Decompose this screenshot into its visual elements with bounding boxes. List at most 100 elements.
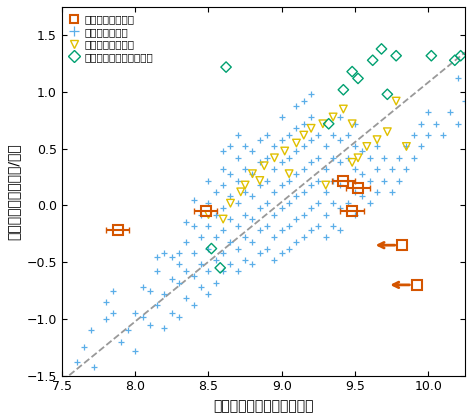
Point [241,257,249,263]
Point [384,129,391,135]
Point [249,148,256,155]
Point [337,114,344,121]
Point [337,159,344,166]
Point [217,265,224,271]
Point [219,205,227,211]
Point [212,211,219,218]
Point [351,166,359,173]
Point [205,245,212,252]
Point [219,250,227,257]
Legend: 高速電波バースト, 近傍星形成銀河, 重力崩壊型超新星, ロングガンマ線バースト: 高速電波バースト, 近傍星形成銀河, 重力崩壊型超新星, ロングガンマ線バースト [67,12,156,64]
Point [410,155,418,161]
Point [307,182,315,189]
Point [190,302,198,309]
Point [322,166,329,173]
Point [344,200,352,207]
Point [146,321,153,328]
Point [249,171,256,177]
Point [219,216,227,223]
Point [197,211,205,218]
Point [325,121,332,127]
Point [322,211,329,218]
Point [307,205,315,211]
Point [241,166,249,173]
Point [307,91,315,98]
Point [315,155,322,161]
Point [339,87,347,93]
Point [396,155,403,161]
Point [168,310,176,317]
Point [249,261,256,268]
Point [278,136,286,143]
Y-axis label: 星形成率（太陽質量/年）: 星形成率（太陽質量/年） [7,143,21,240]
Point [73,359,80,365]
X-axis label: 分子ガス質量（太陽質量）: 分子ガス質量（太陽質量） [213,399,314,413]
Point [392,98,400,105]
Point [219,166,227,173]
Point [212,257,219,263]
Point [337,182,344,189]
Point [366,177,373,184]
Point [110,287,117,294]
Point [319,121,327,127]
Point [168,253,176,260]
Point [286,155,293,161]
Point [447,109,454,116]
Point [378,45,385,52]
Point [351,143,359,150]
Point [344,177,352,184]
Point [205,291,212,297]
Point [234,132,242,139]
Point [131,347,139,354]
Point [278,114,286,121]
Point [234,268,242,275]
Point [270,189,278,195]
Point [227,193,234,200]
Point [366,155,373,161]
Point [241,189,249,195]
Point [197,234,205,241]
Point [359,148,366,155]
Point [339,106,347,113]
Point [384,91,391,98]
Point [286,223,293,229]
Point [461,98,469,105]
Point [300,189,308,195]
Point [329,114,337,121]
Point [410,132,418,139]
Point [241,234,249,241]
Point [278,205,286,211]
Point [227,143,234,150]
Point [344,132,352,139]
Point [307,114,315,121]
Point [329,223,337,229]
Point [351,121,359,127]
Point [337,205,344,211]
Point [161,250,169,257]
Point [219,268,227,275]
Point [219,227,227,234]
Point [270,166,278,173]
Point [351,211,359,218]
Point [307,136,315,143]
Point [263,155,271,161]
Point [293,216,300,223]
Point [153,253,161,260]
Point [329,155,337,161]
Point [256,227,263,234]
Point [366,200,373,207]
Point [403,166,410,173]
Point [212,189,219,195]
Point [300,234,308,241]
Point [300,98,308,105]
Point [190,197,198,203]
Point [234,177,242,184]
Point [256,250,263,257]
Point [293,140,300,147]
Point [270,234,278,241]
Point [110,310,117,317]
Point [307,125,315,132]
Point [227,216,234,223]
Point [241,182,249,189]
Point [348,121,356,127]
